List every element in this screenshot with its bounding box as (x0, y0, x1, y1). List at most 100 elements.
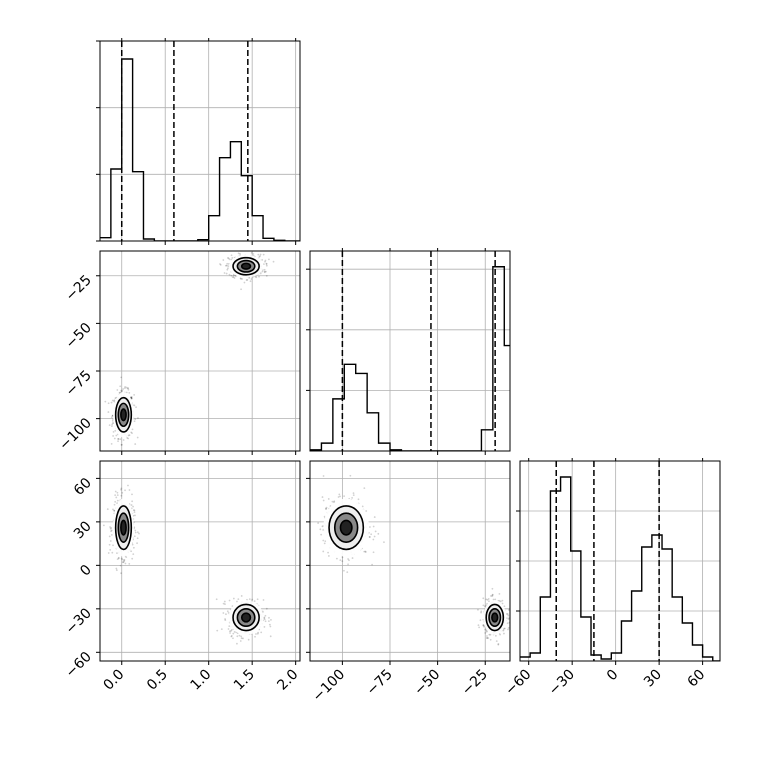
sample-point (131, 397, 133, 400)
contour-level (120, 519, 127, 536)
sample-point (128, 562, 131, 565)
sample-point (259, 255, 261, 257)
sample-point (226, 610, 229, 613)
sample-point (508, 617, 510, 620)
sample-point (109, 527, 112, 530)
sample-point (483, 625, 485, 628)
sample-point (130, 396, 133, 399)
sample-point (335, 557, 338, 560)
contour-level (240, 612, 252, 623)
sample-point (233, 277, 236, 279)
sample-point (259, 272, 262, 275)
sample-point (127, 388, 130, 391)
sample-point (484, 632, 487, 634)
sample-point (374, 530, 377, 533)
sample-point (122, 559, 125, 561)
sample-point (117, 438, 120, 440)
sample-point (120, 390, 123, 393)
sample-point (499, 600, 502, 603)
sample-point (121, 558, 124, 561)
sample-point (250, 278, 253, 280)
sample-point (133, 509, 136, 512)
sample-point (254, 275, 257, 278)
sample-point (325, 506, 328, 509)
x-tick-label: −50 (411, 667, 443, 699)
sample-point (102, 524, 105, 527)
sample-point (136, 537, 139, 540)
sample-point (130, 431, 133, 434)
sample-point (117, 438, 120, 440)
sample-point (240, 595, 243, 597)
sample-point (228, 630, 231, 633)
sample-point (333, 501, 335, 504)
sample-point (364, 551, 367, 553)
sample-point (482, 597, 485, 600)
x-tick-label: −60 (502, 667, 534, 699)
sample-point (263, 268, 266, 271)
sample-point (131, 432, 133, 435)
sample-point (120, 557, 123, 560)
sample-point (339, 559, 342, 562)
sample-point (262, 253, 265, 256)
sample-point (115, 496, 118, 499)
sample-point (136, 531, 139, 534)
sample-point (110, 527, 113, 529)
sample-point (215, 598, 218, 601)
sample-point (507, 614, 510, 617)
scatter-panel-2-1: −100 −75 −50 −25 (306, 460, 511, 705)
sample-point (126, 387, 129, 390)
sample-point (263, 616, 266, 619)
sample-point (134, 443, 137, 445)
sample-point (263, 271, 266, 274)
sample-point (120, 389, 123, 392)
sample-point (501, 599, 504, 602)
sample-point (482, 604, 485, 607)
sample-point (123, 559, 126, 561)
sample-point (120, 443, 123, 446)
sample-point (482, 624, 485, 626)
sample-point (248, 598, 251, 601)
sample-point (265, 274, 268, 277)
sample-point (116, 552, 118, 555)
sample-point (224, 603, 226, 606)
sample-point (226, 262, 229, 265)
sample-point (497, 643, 500, 645)
contour-level (120, 408, 127, 422)
sample-point (377, 532, 380, 535)
sample-point (482, 624, 485, 627)
sample-point (222, 602, 225, 605)
scatter-panel-2-0: 0.0 0.5 1.0 1.5 2.0 −60 −30 0 30 60 (63, 460, 301, 694)
sample-point (339, 495, 341, 498)
sample-point (120, 488, 122, 491)
sample-point (272, 260, 275, 263)
sample-point (265, 270, 267, 273)
sample-point (111, 422, 114, 424)
sample-point (133, 404, 136, 407)
sample-point (116, 491, 119, 494)
sample-point (136, 542, 138, 545)
sample-point (265, 263, 268, 265)
sample-point (113, 509, 116, 512)
sample-point (113, 437, 116, 440)
sample-point (228, 625, 231, 628)
sample-point (237, 252, 240, 255)
sample-point (239, 252, 241, 255)
sample-point (222, 612, 225, 614)
x-tick-label: 0.5 (144, 667, 171, 694)
sample-point (131, 500, 134, 503)
sample-point (116, 494, 119, 497)
sample-point (111, 423, 114, 426)
y-tick-label: −25 (63, 272, 95, 304)
sample-point (133, 394, 136, 396)
sample-point (114, 429, 117, 432)
sample-point (368, 536, 371, 538)
sample-point (114, 494, 117, 497)
sample-point (486, 599, 489, 601)
sample-point (113, 509, 116, 512)
sample-point (263, 618, 266, 621)
sample-point (117, 440, 119, 443)
sample-point (131, 493, 133, 496)
sample-point (119, 564, 122, 567)
sample-point (117, 453, 119, 455)
sample-point (254, 635, 256, 638)
